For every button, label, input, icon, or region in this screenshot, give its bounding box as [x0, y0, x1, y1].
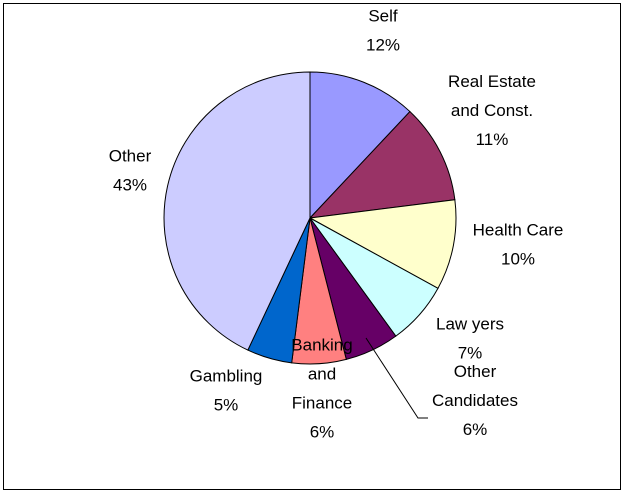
slice-label-5: Other Candidates 6% — [432, 362, 518, 439]
slice-label-3: Health Care 10% — [473, 221, 564, 269]
slice-label-1: Self 12% — [366, 7, 400, 55]
pie-slices — [163, 71, 457, 365]
pie-slice-1 — [309, 71, 411, 220]
slice-labels: Self 12% Real Estate and Const. 11% Health Ca… — [109, 7, 564, 442]
leader-lines — [365, 337, 428, 419]
slice-label-7: Gambling 5% — [190, 367, 263, 415]
slice-label-8: Other 43% — [109, 147, 152, 195]
pie-slice-8 — [163, 71, 311, 351]
pie-slice-3 — [308, 199, 457, 290]
leader-line-other-candidates — [365, 337, 428, 419]
pie-slice-2 — [308, 110, 456, 219]
slice-label-2: Real Estate and Const. 11% — [448, 72, 536, 149]
slice-label-6: Banking and Finance 6% — [291, 336, 352, 442]
slice-label-4: Law yers 7% — [436, 315, 504, 363]
